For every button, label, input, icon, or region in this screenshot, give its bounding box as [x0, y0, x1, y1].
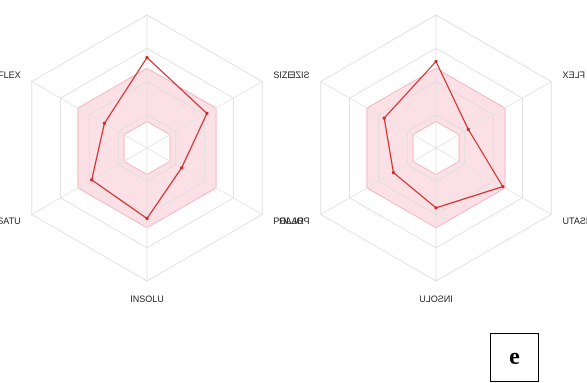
series-point	[90, 178, 94, 182]
axis-label-lipo: LIPO	[426, 0, 447, 2]
axis-label-lipo: LIPO	[137, 0, 158, 2]
series-point	[145, 216, 149, 221]
axis-spoke	[31, 147, 148, 215]
axis-label-insatu: INSATU	[563, 216, 587, 226]
axis-label-flex: FLEX	[0, 70, 21, 80]
panel-label: e	[509, 343, 520, 370]
axis-label-size: SIZE	[289, 70, 309, 80]
series-point	[205, 111, 209, 115]
series-point	[466, 127, 470, 131]
axis-label-polar: POLAR	[273, 216, 304, 226]
axis-label-polar: POLAR	[278, 216, 309, 226]
series-point	[501, 185, 505, 189]
axis-spoke	[146, 81, 263, 149]
axis-label-insolu: INSOLU	[419, 294, 453, 304]
series-point	[145, 56, 149, 60]
axis-spoke	[320, 147, 437, 215]
radar-chart-left: LIPO SIZE POLAR INSOLU INSATU FLEX	[0, 0, 304, 304]
axis-spoke	[146, 147, 263, 215]
axis-spoke	[435, 147, 552, 215]
axis-label-insolu: INSOLU	[130, 294, 164, 304]
axis-spoke	[320, 81, 437, 149]
series-point	[382, 116, 386, 120]
series-point	[102, 121, 106, 125]
radar-chart-right: LIPO SIZE POLAR INSOLU INSATU FLEX	[278, 0, 587, 304]
axis-label-insatu: INSATU	[0, 216, 21, 226]
series-point	[391, 171, 395, 175]
panel-label-box: e	[490, 333, 539, 382]
series-point	[434, 59, 438, 64]
axis-label-size: SIZE	[273, 70, 293, 80]
axis-spoke	[435, 81, 552, 149]
series-point	[434, 206, 438, 210]
series-point	[180, 166, 184, 170]
axis-label-flex: FLEX	[563, 70, 586, 80]
axis-spoke	[31, 81, 148, 149]
